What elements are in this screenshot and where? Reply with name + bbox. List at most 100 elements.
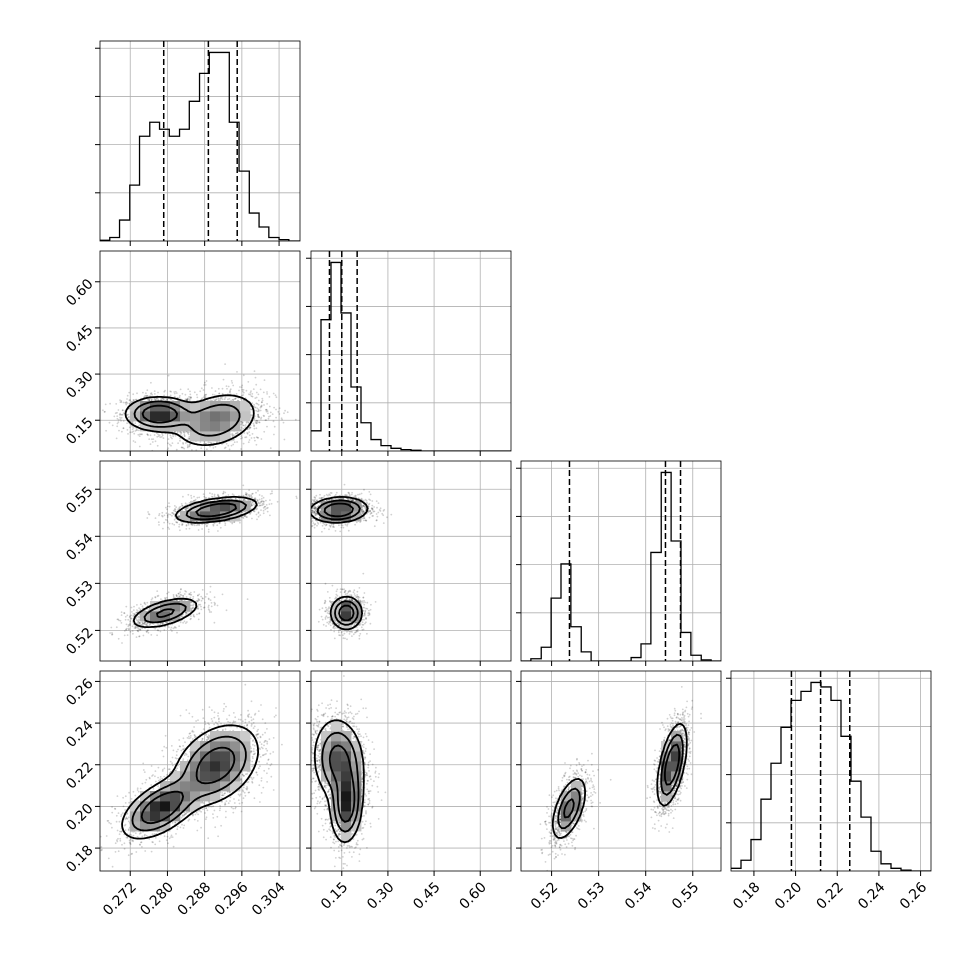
sample-point bbox=[256, 436, 259, 439]
sample-point bbox=[154, 440, 157, 443]
sample-point bbox=[242, 424, 245, 427]
sample-point bbox=[186, 506, 189, 509]
sample-point bbox=[234, 497, 237, 500]
sample-point bbox=[241, 511, 243, 514]
sample-point bbox=[172, 435, 175, 438]
sample-point bbox=[248, 426, 251, 429]
sample-point bbox=[161, 433, 164, 435]
sample-point bbox=[175, 626, 177, 629]
sample-point bbox=[260, 509, 262, 511]
sample-point bbox=[249, 426, 252, 429]
sample-point bbox=[263, 379, 266, 381]
sample-point bbox=[186, 399, 189, 401]
sample-point bbox=[251, 395, 254, 398]
sample-point bbox=[138, 635, 141, 638]
sample-point bbox=[268, 503, 271, 506]
sample-point bbox=[258, 421, 261, 424]
sample-point bbox=[189, 396, 192, 398]
sample-point bbox=[256, 403, 259, 405]
sample-point bbox=[121, 642, 123, 644]
sample-point bbox=[211, 387, 213, 389]
sample-point bbox=[234, 397, 237, 400]
sample-point bbox=[250, 511, 253, 514]
sample-point bbox=[250, 395, 253, 397]
sample-point bbox=[186, 431, 189, 434]
sample-point bbox=[204, 395, 207, 398]
sample-point bbox=[216, 524, 219, 527]
sample-point bbox=[174, 390, 177, 393]
sample-point bbox=[198, 603, 200, 606]
sample-point bbox=[235, 393, 238, 395]
sample-point bbox=[256, 499, 259, 502]
sample-point bbox=[147, 609, 150, 612]
sample-point bbox=[184, 502, 187, 505]
sample-point bbox=[256, 518, 258, 521]
sample-point bbox=[181, 524, 184, 527]
sample-point bbox=[267, 417, 270, 420]
sample-point bbox=[192, 603, 195, 606]
sample-point bbox=[165, 621, 168, 624]
sample-point bbox=[197, 594, 199, 597]
sample-point bbox=[179, 505, 182, 508]
sample-point bbox=[132, 615, 135, 617]
sample-point bbox=[196, 396, 199, 399]
sample-point bbox=[170, 444, 172, 447]
sample-point bbox=[132, 632, 134, 635]
sample-point bbox=[162, 622, 164, 624]
sample-point bbox=[255, 409, 257, 412]
sample-point bbox=[124, 401, 127, 404]
sample-point bbox=[122, 401, 125, 404]
sample-point bbox=[117, 618, 120, 621]
sample-point bbox=[120, 622, 123, 624]
sample-point bbox=[197, 598, 200, 600]
sample-point bbox=[231, 434, 234, 437]
sample-point bbox=[135, 616, 138, 619]
sample-point bbox=[157, 435, 160, 438]
sample-point bbox=[184, 393, 187, 396]
sample-point bbox=[166, 515, 169, 517]
sample-point bbox=[182, 431, 185, 433]
sample-point bbox=[120, 401, 123, 403]
sample-point bbox=[181, 446, 183, 449]
sample-point bbox=[118, 413, 121, 416]
sample-point bbox=[136, 622, 139, 624]
sample-point bbox=[265, 410, 268, 413]
sample-point bbox=[207, 604, 210, 607]
sample-point bbox=[248, 434, 251, 437]
sample-point bbox=[275, 396, 278, 399]
sample-point bbox=[241, 390, 244, 393]
sample-point bbox=[190, 615, 192, 617]
sample-point bbox=[130, 617, 133, 619]
sample-point bbox=[245, 436, 248, 439]
sample-point bbox=[116, 618, 119, 621]
sample-point bbox=[219, 397, 221, 400]
sample-point bbox=[123, 634, 126, 637]
sample-point bbox=[269, 493, 272, 495]
sample-point bbox=[179, 439, 181, 442]
sample-point bbox=[120, 614, 123, 616]
sample-point bbox=[197, 607, 200, 609]
sample-point bbox=[173, 518, 176, 521]
sample-point bbox=[184, 622, 187, 624]
sample-point bbox=[117, 419, 120, 421]
sample-point bbox=[277, 411, 280, 413]
sample-point bbox=[261, 495, 263, 497]
sample-point bbox=[253, 427, 256, 430]
sample-point bbox=[209, 399, 212, 402]
sample-point bbox=[126, 627, 128, 630]
sample-point bbox=[225, 385, 228, 387]
sample-point bbox=[214, 602, 217, 605]
sample-point bbox=[116, 415, 119, 417]
sample-point bbox=[180, 446, 183, 449]
sample-point bbox=[257, 413, 259, 416]
sample-point bbox=[164, 389, 166, 392]
sample-point bbox=[228, 397, 231, 400]
sample-point bbox=[197, 618, 200, 621]
sample-point bbox=[167, 442, 169, 445]
sample-point bbox=[203, 442, 205, 445]
sample-point bbox=[130, 606, 133, 609]
sample-point bbox=[116, 425, 119, 428]
sample-point bbox=[110, 626, 113, 629]
sample-point bbox=[208, 609, 211, 612]
sample-point bbox=[124, 618, 127, 621]
